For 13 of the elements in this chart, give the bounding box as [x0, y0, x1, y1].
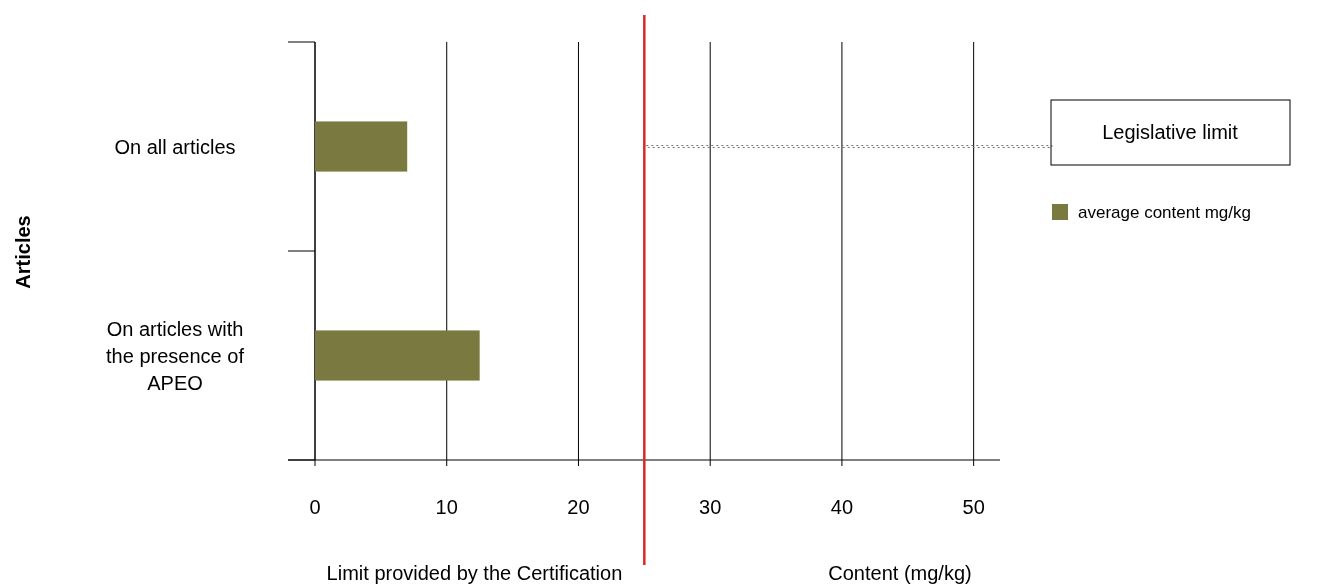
y-tick-label: On all articles	[114, 135, 236, 158]
y-tick-label: On articles with the presence of APEO	[106, 317, 245, 394]
y-axis-title: Articles	[12, 215, 34, 289]
x-tick-label: 50	[962, 496, 985, 518]
x-tick-label: 30	[699, 496, 722, 518]
x-tick-label: 40	[830, 496, 854, 518]
ref-line-label: Limit provided by the Certification	[326, 562, 623, 584]
x-tick-label: 0	[309, 496, 321, 518]
x-axis-title: Content (mg/kg)	[828, 562, 972, 584]
x-tick-label: 10	[435, 496, 458, 518]
legend-label: average content mg/kg	[1078, 203, 1251, 222]
text: Legislative limit	[1102, 121, 1239, 143]
x-tick-label: 20	[567, 496, 590, 518]
